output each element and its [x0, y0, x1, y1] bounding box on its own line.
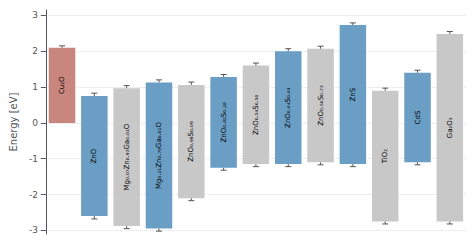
- svg-text:ZnO₀.₆₄S₀.₆₄: ZnO₀.₆₄S₀.₆₄: [284, 87, 292, 128]
- svg-text:TiO₂: TiO₂: [381, 149, 389, 165]
- svg-text:-1: -1: [29, 154, 38, 164]
- svg-text:2: 2: [32, 46, 38, 56]
- svg-text:Mg₀.₂₁Zn₀.₇₉Ga₀.₀₁O: Mg₀.₂₁Zn₀.₇₉Ga₀.₀₁O: [155, 122, 163, 189]
- svg-text:0: 0: [32, 118, 38, 128]
- svg-text:ZnO₀.₅₄S₀.₅₀: ZnO₀.₅₄S₀.₅₀: [252, 94, 260, 135]
- svg-text:ZnS: ZnS: [349, 87, 357, 101]
- svg-text:-3: -3: [29, 225, 38, 235]
- svg-text:-2: -2: [29, 190, 38, 200]
- svg-text:ZnO: ZnO: [90, 148, 98, 163]
- svg-text:ZnO₀.₅₀S₀.₇₃: ZnO₀.₅₀S₀.₇₃: [317, 85, 325, 126]
- svg-text:ZnO₀.₉₉S₀.₀₉: ZnO₀.₉₉S₀.₀₉: [187, 121, 195, 162]
- svg-text:3: 3: [32, 10, 38, 20]
- svg-text:ZnO₀.₈₂S₀.₂₈: ZnO₀.₈₂S₀.₂₈: [220, 102, 228, 143]
- svg-text:Ga₂O₃: Ga₂O₃: [446, 117, 454, 138]
- svg-text:1: 1: [32, 82, 38, 92]
- svg-text:Cu₂O: Cu₂O: [58, 76, 66, 94]
- svg-text:Mg₀.₀₇Zn₀.₉₃Ga₀.₀₁O: Mg₀.₀₇Zn₀.₉₃Ga₀.₀₁O: [123, 123, 131, 190]
- svg-text:Energy [eV]: Energy [eV]: [8, 92, 19, 151]
- svg-text:CdS: CdS: [414, 110, 422, 124]
